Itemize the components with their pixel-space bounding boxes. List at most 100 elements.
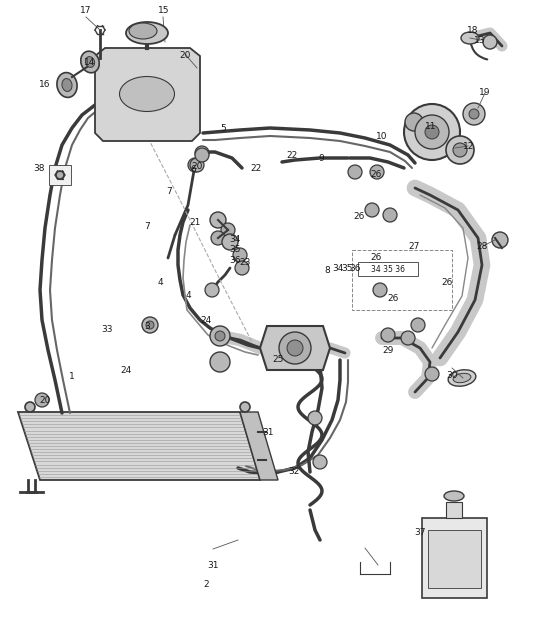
Text: 19: 19	[479, 89, 491, 97]
Circle shape	[425, 125, 439, 139]
Ellipse shape	[444, 491, 464, 501]
Text: 23: 23	[240, 258, 251, 267]
Ellipse shape	[453, 373, 471, 382]
Text: 34: 34	[333, 264, 344, 273]
Circle shape	[279, 332, 311, 364]
Circle shape	[56, 171, 64, 179]
Text: 4: 4	[158, 278, 164, 287]
Text: 27: 27	[409, 242, 420, 251]
Circle shape	[195, 148, 209, 162]
Circle shape	[463, 103, 485, 125]
Text: 32: 32	[289, 467, 300, 475]
Polygon shape	[95, 48, 200, 141]
Circle shape	[233, 248, 247, 262]
Text: 24: 24	[121, 366, 132, 375]
Circle shape	[365, 203, 379, 217]
Circle shape	[401, 331, 415, 345]
Bar	[422, 518, 487, 598]
Text: 34 35 36: 34 35 36	[371, 264, 405, 274]
Text: 1: 1	[69, 372, 75, 381]
Text: 37: 37	[414, 528, 426, 537]
Ellipse shape	[126, 22, 168, 44]
Circle shape	[240, 402, 250, 412]
Ellipse shape	[448, 370, 476, 386]
Text: 12: 12	[463, 142, 474, 151]
Text: 9: 9	[319, 154, 324, 163]
Text: 34: 34	[230, 236, 241, 244]
Text: 13: 13	[474, 36, 486, 45]
Bar	[446, 502, 462, 518]
Circle shape	[195, 146, 209, 160]
Text: 18: 18	[467, 26, 479, 35]
Text: 14: 14	[84, 58, 95, 67]
Circle shape	[373, 283, 387, 297]
Text: 16: 16	[39, 80, 51, 89]
Text: 33: 33	[101, 325, 113, 334]
Text: 11: 11	[425, 122, 437, 131]
Text: 36: 36	[349, 264, 361, 273]
Circle shape	[381, 328, 395, 342]
Circle shape	[142, 317, 158, 333]
Text: 31: 31	[207, 561, 219, 570]
Circle shape	[210, 326, 230, 346]
Circle shape	[313, 455, 327, 469]
Text: 8: 8	[324, 266, 330, 274]
Text: 22: 22	[286, 151, 297, 160]
Text: 31: 31	[262, 428, 274, 436]
Ellipse shape	[86, 57, 95, 67]
Polygon shape	[260, 326, 330, 370]
Circle shape	[404, 104, 460, 160]
Circle shape	[287, 340, 303, 356]
Circle shape	[453, 143, 467, 157]
Circle shape	[446, 136, 474, 164]
Ellipse shape	[81, 51, 99, 73]
Circle shape	[35, 393, 49, 407]
Text: 17: 17	[80, 6, 92, 15]
Text: 20: 20	[180, 51, 191, 60]
Text: 29: 29	[383, 346, 393, 355]
Circle shape	[211, 231, 225, 245]
Bar	[49, 165, 71, 185]
Text: 26: 26	[353, 212, 364, 221]
Text: 26: 26	[388, 294, 399, 303]
Text: 5: 5	[221, 124, 226, 133]
Text: 36: 36	[229, 256, 241, 265]
Circle shape	[222, 234, 238, 250]
Bar	[428, 530, 481, 588]
Circle shape	[205, 283, 219, 297]
Circle shape	[25, 402, 35, 412]
Circle shape	[210, 352, 230, 372]
Text: 20: 20	[192, 162, 203, 171]
Text: 7: 7	[144, 222, 150, 230]
Circle shape	[425, 367, 439, 381]
Circle shape	[215, 331, 225, 341]
Circle shape	[188, 158, 202, 172]
Text: 26: 26	[371, 170, 382, 179]
Circle shape	[370, 165, 384, 179]
Text: 10: 10	[376, 133, 387, 141]
Bar	[358, 262, 418, 276]
Polygon shape	[18, 412, 260, 480]
Text: 21: 21	[190, 219, 201, 227]
Circle shape	[221, 223, 235, 237]
Text: 30: 30	[446, 371, 458, 380]
Circle shape	[411, 318, 425, 332]
Text: 38: 38	[33, 164, 45, 173]
Text: 7: 7	[166, 187, 172, 196]
Circle shape	[415, 115, 449, 149]
Text: 35: 35	[341, 264, 353, 273]
Text: 22: 22	[251, 164, 262, 173]
Text: 26: 26	[371, 253, 382, 262]
Ellipse shape	[57, 73, 77, 97]
Text: 35: 35	[229, 246, 241, 254]
Text: 26: 26	[441, 278, 452, 287]
Ellipse shape	[461, 32, 479, 44]
Text: 3: 3	[144, 322, 150, 331]
Polygon shape	[240, 412, 278, 480]
Circle shape	[383, 208, 397, 222]
Circle shape	[210, 212, 226, 228]
Text: 6: 6	[191, 165, 196, 174]
Circle shape	[483, 35, 497, 49]
Text: 2: 2	[203, 580, 209, 588]
Circle shape	[146, 321, 154, 329]
